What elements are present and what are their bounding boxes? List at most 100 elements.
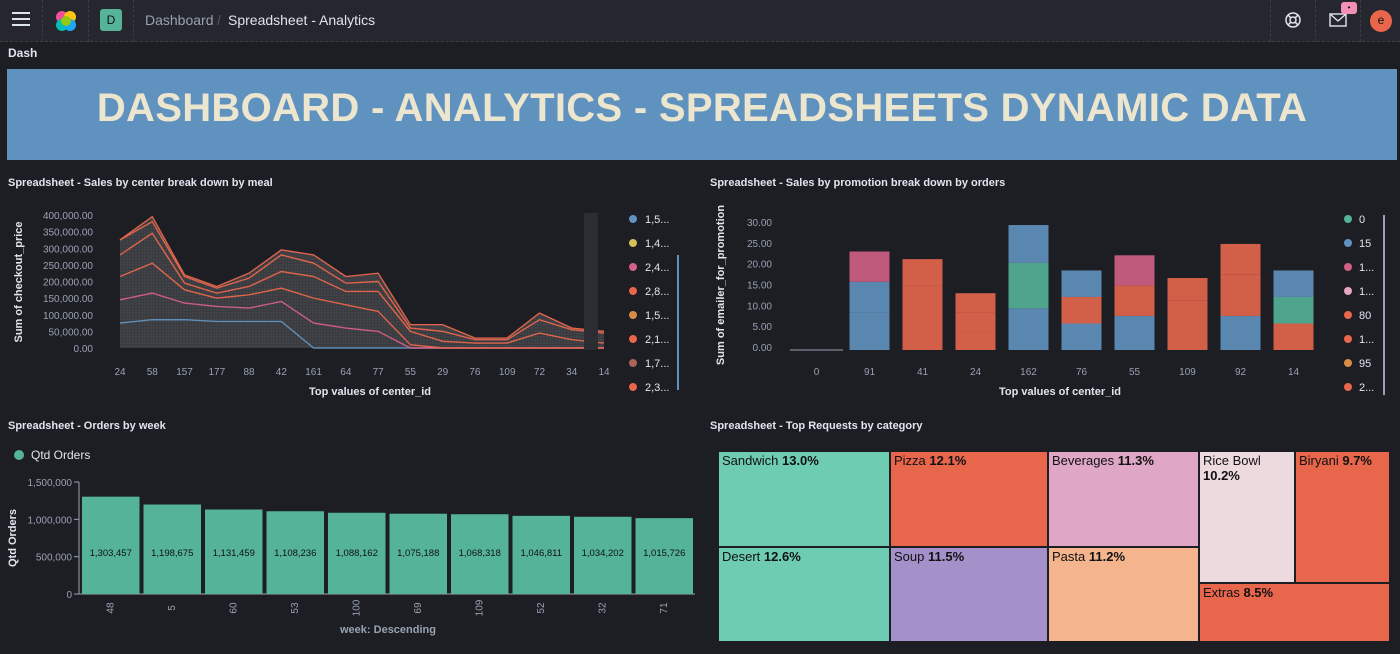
x-tick-label: 64: [340, 367, 352, 378]
x-tick-label: 29: [437, 367, 449, 378]
legend-label: Qtd Orders: [31, 448, 90, 462]
legend-swatch: [629, 311, 637, 319]
treemap-percent: 12.6%: [763, 549, 801, 564]
treemap-cell[interactable]: Extras 8.5%: [1199, 583, 1390, 642]
y-tick-label: 100,000.00: [43, 311, 93, 322]
bar-value-label: 1,034,202: [582, 548, 624, 559]
treemap-cell[interactable]: Pasta 11.2%: [1048, 547, 1199, 642]
legend-swatch: [1344, 215, 1352, 223]
x-axis-label: week: Descending: [339, 624, 436, 636]
bar-value-label: 1,015,726: [643, 548, 685, 559]
divider: [1315, 0, 1316, 42]
treemap-label: Beverages: [1052, 453, 1118, 468]
treemap-percent: 10.2%: [1203, 468, 1240, 483]
bar-value-label: 1,075,188: [397, 548, 439, 559]
user-avatar[interactable]: e: [1370, 10, 1392, 32]
x-tick-label: 34: [566, 367, 578, 378]
x-tick-label: 72: [534, 367, 546, 378]
x-tick-label: 161: [305, 367, 322, 378]
bar-segment: [955, 331, 996, 350]
legend-scrollbar: [1383, 215, 1385, 395]
bar-segment: [1061, 323, 1102, 350]
bar-segment: [902, 285, 943, 350]
legend-label: 1,5...: [645, 310, 669, 322]
treemap-label: Sandwich: [722, 453, 782, 468]
bar-value-label: 1,046,811: [520, 548, 562, 559]
bar-value-label: 1,108,236: [274, 548, 316, 559]
legend-label: 2,3...: [645, 382, 669, 394]
y-tick-label: 300,000.00: [43, 244, 93, 255]
y-tick-label: 250,000.00: [43, 261, 93, 272]
legend-label: 1...: [1359, 286, 1374, 298]
panel-title-top-requests: Spreadsheet - Top Requests by category: [710, 420, 923, 432]
bar-segment: [849, 251, 890, 282]
divider: [1360, 0, 1361, 42]
x-tick-label: 58: [147, 367, 159, 378]
x-axis-label: Top values of center_id: [999, 386, 1121, 398]
bar-segment: [1114, 285, 1155, 316]
legend-label: 1...: [1359, 262, 1374, 274]
treemap-cell[interactable]: Biryani 9.7%: [1295, 451, 1390, 583]
y-tick-label: 50,000.00: [49, 327, 94, 338]
bar-segment: [1220, 274, 1261, 316]
treemap-cell[interactable]: Beverages 11.3%: [1048, 451, 1199, 547]
x-tick-label: 91: [864, 367, 876, 378]
breadcrumb-current: Spreadsheet - Analytics: [228, 12, 376, 28]
x-tick-label: 77: [373, 367, 385, 378]
legend-label: 1,7...: [645, 358, 669, 370]
bar-segment: [1114, 255, 1155, 286]
bar-value-label: 1,088,162: [336, 548, 378, 559]
treemap-cell[interactable]: Pizza 12.1%: [890, 451, 1048, 547]
bar-segment: [849, 281, 890, 313]
breadcrumb-dashboard[interactable]: Dashboard: [145, 12, 214, 28]
sales-by-promotion-bar-chart: 30.00 25.00 20.00 15.00 10.00 5.00 0.00 Sum of …: [715, 205, 1385, 398]
series-line: [119, 262, 604, 349]
treemap-cell[interactable]: Sandwich 13.0%: [718, 451, 890, 547]
bar: [328, 512, 386, 594]
y-tick-label: 200,000.00: [43, 278, 93, 289]
bar-segment: [1167, 278, 1208, 301]
treemap-cell[interactable]: Soup 11.5%: [890, 547, 1048, 642]
scroll-shadow: [584, 213, 598, 350]
menu-icon[interactable]: [12, 12, 30, 28]
x-tick-label: 14: [598, 367, 610, 378]
y-tick-label: 0.00: [74, 344, 94, 355]
x-tick-label: 177: [208, 367, 225, 378]
space-avatar[interactable]: D: [100, 9, 122, 31]
legend-swatch: [629, 263, 637, 271]
treemap-percent: 9.7%: [1342, 453, 1372, 468]
x-tick-label: 69: [413, 602, 424, 614]
x-tick-label: 76: [469, 367, 481, 378]
legend-swatch: [1344, 263, 1352, 271]
notification-badge: •: [1341, 2, 1357, 14]
x-tick-label: 157: [176, 367, 193, 378]
x-tick-label: 53: [290, 602, 301, 614]
bar-segment: [1273, 296, 1314, 324]
bar-segment: [1008, 262, 1049, 309]
breadcrumb-separator: /: [217, 12, 221, 28]
bar-segment: [1061, 296, 1102, 324]
treemap-cell[interactable]: Rice Bowl 10.2%: [1199, 451, 1295, 583]
bar: [205, 509, 263, 594]
app-logo-icon[interactable]: [53, 8, 79, 34]
mail-icon[interactable]: [1329, 13, 1347, 27]
bar-segment: [1008, 308, 1049, 350]
bar-segment: [1220, 243, 1261, 275]
x-tick-label: 48: [105, 602, 116, 614]
bar: [389, 513, 447, 594]
treemap-cell[interactable]: Desert 12.6%: [718, 547, 890, 642]
bar: [451, 514, 509, 594]
legend-label: 2,1...: [645, 334, 669, 346]
legend-label: 2,8...: [645, 286, 669, 298]
legend-label: 1...: [1359, 334, 1374, 346]
bar-value-label: 1,131,459: [213, 548, 255, 559]
x-tick-label: 52: [536, 602, 547, 614]
y-tick-label: 1,000,000: [28, 515, 73, 526]
x-tick-label: 5: [167, 605, 178, 611]
bar-segment: [902, 259, 943, 286]
treemap-label: Soup: [894, 549, 928, 564]
legend-swatch: [1344, 239, 1352, 247]
y-axis-label: Qtd Orders: [7, 509, 19, 567]
legend-label: 0: [1359, 214, 1365, 226]
help-icon[interactable]: [1284, 11, 1302, 29]
